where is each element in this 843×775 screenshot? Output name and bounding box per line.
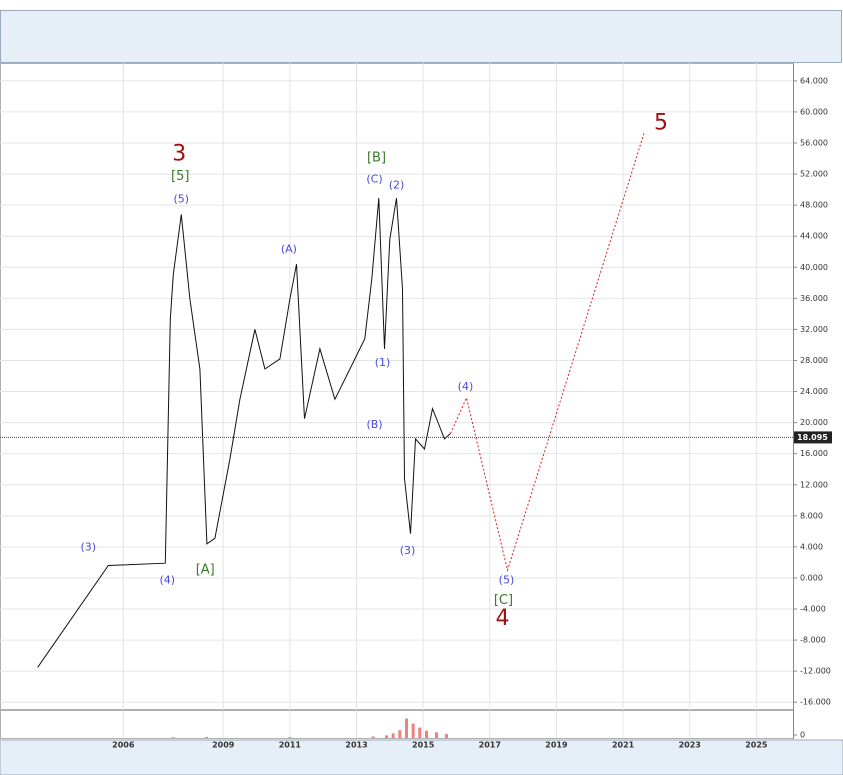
y-tick-label: 28.000 xyxy=(800,356,828,365)
projection-line xyxy=(450,132,645,573)
y-tick-label: 0.000 xyxy=(800,573,823,582)
x-tick-label: 2023 xyxy=(679,741,701,750)
volume-bar xyxy=(411,723,415,738)
volume-bar xyxy=(398,730,402,738)
volume-bar xyxy=(385,735,389,738)
y-tick-label: 56.000 xyxy=(800,139,828,148)
y-tick-label: 24.000 xyxy=(800,387,828,396)
wave-label: [5] xyxy=(171,169,189,184)
y-tick-label: 36.000 xyxy=(800,294,828,303)
volume-bar xyxy=(205,736,209,738)
y-tick-label: -4.000 xyxy=(800,605,826,614)
volume-bar xyxy=(444,734,448,738)
wave-label: (1) xyxy=(375,356,391,369)
volume-bar xyxy=(371,736,375,738)
last-price-box xyxy=(794,431,832,444)
y-tick-label: 60.000 xyxy=(800,107,828,116)
wave-label: (C) xyxy=(366,173,382,186)
wave-label: (5) xyxy=(173,193,189,206)
header-bar xyxy=(0,10,842,63)
y-tick-label: 16.000 xyxy=(800,449,828,458)
volume-bar xyxy=(418,727,422,738)
y-tick-label: -8.000 xyxy=(800,636,826,645)
wave-label: (5) xyxy=(499,573,515,586)
x-tick-label: 2025 xyxy=(745,741,768,750)
y-tick-label: 44.000 xyxy=(800,232,828,241)
y-tick-label: 20.000 xyxy=(800,418,828,427)
wave-label: (3) xyxy=(80,541,96,554)
volume-bar xyxy=(171,737,175,738)
price-line xyxy=(37,198,451,668)
y-tick-label: 8.000 xyxy=(800,511,823,520)
last-price-label: 18.095 xyxy=(797,433,828,442)
y-tick-label: 12.000 xyxy=(800,480,828,489)
y-tick-label: -16.000 xyxy=(800,698,831,707)
volume-bar xyxy=(434,732,438,738)
wave-label: 4 xyxy=(495,606,509,631)
y-tick-label: 32.000 xyxy=(800,325,828,334)
x-tick-label: 2019 xyxy=(545,741,568,750)
volume-bar xyxy=(424,730,428,738)
volume-tick-label: 0 xyxy=(800,731,805,740)
wave-label: (2) xyxy=(389,179,405,192)
wave-label: (4) xyxy=(458,380,474,393)
x-tick-label: 2006 xyxy=(112,741,135,750)
volume-bar xyxy=(391,733,395,738)
x-tick-label: 2009 xyxy=(212,741,235,750)
x-tick-label: 2015 xyxy=(412,741,435,750)
y-tick-label: 52.000 xyxy=(800,170,828,179)
x-tick-label: 2013 xyxy=(345,741,367,750)
wave-label: (B) xyxy=(366,418,382,431)
x-tick-label: 2021 xyxy=(612,741,635,750)
volume-bar xyxy=(288,737,292,738)
wave-label: 3 xyxy=(172,142,186,167)
x-tick-label: 2011 xyxy=(279,741,302,750)
y-tick-label: 4.000 xyxy=(800,542,823,551)
volume-bar xyxy=(404,718,408,738)
wave-label: [A] xyxy=(196,563,215,578)
wave-label: (4) xyxy=(159,573,175,586)
y-tick-label: 64.000 xyxy=(800,76,828,85)
y-tick-label: -12.000 xyxy=(800,667,831,676)
x-tick-label: 2017 xyxy=(479,741,501,750)
wave-label: (3) xyxy=(400,544,416,557)
wave-label: [B] xyxy=(367,150,386,165)
y-tick-label: 40.000 xyxy=(800,263,828,272)
wave-label: 5 xyxy=(654,111,668,136)
footer-bar xyxy=(0,739,843,775)
wave-label: [C] xyxy=(494,593,513,608)
wave-label: (A) xyxy=(281,242,297,255)
y-tick-label: 48.000 xyxy=(800,201,828,210)
